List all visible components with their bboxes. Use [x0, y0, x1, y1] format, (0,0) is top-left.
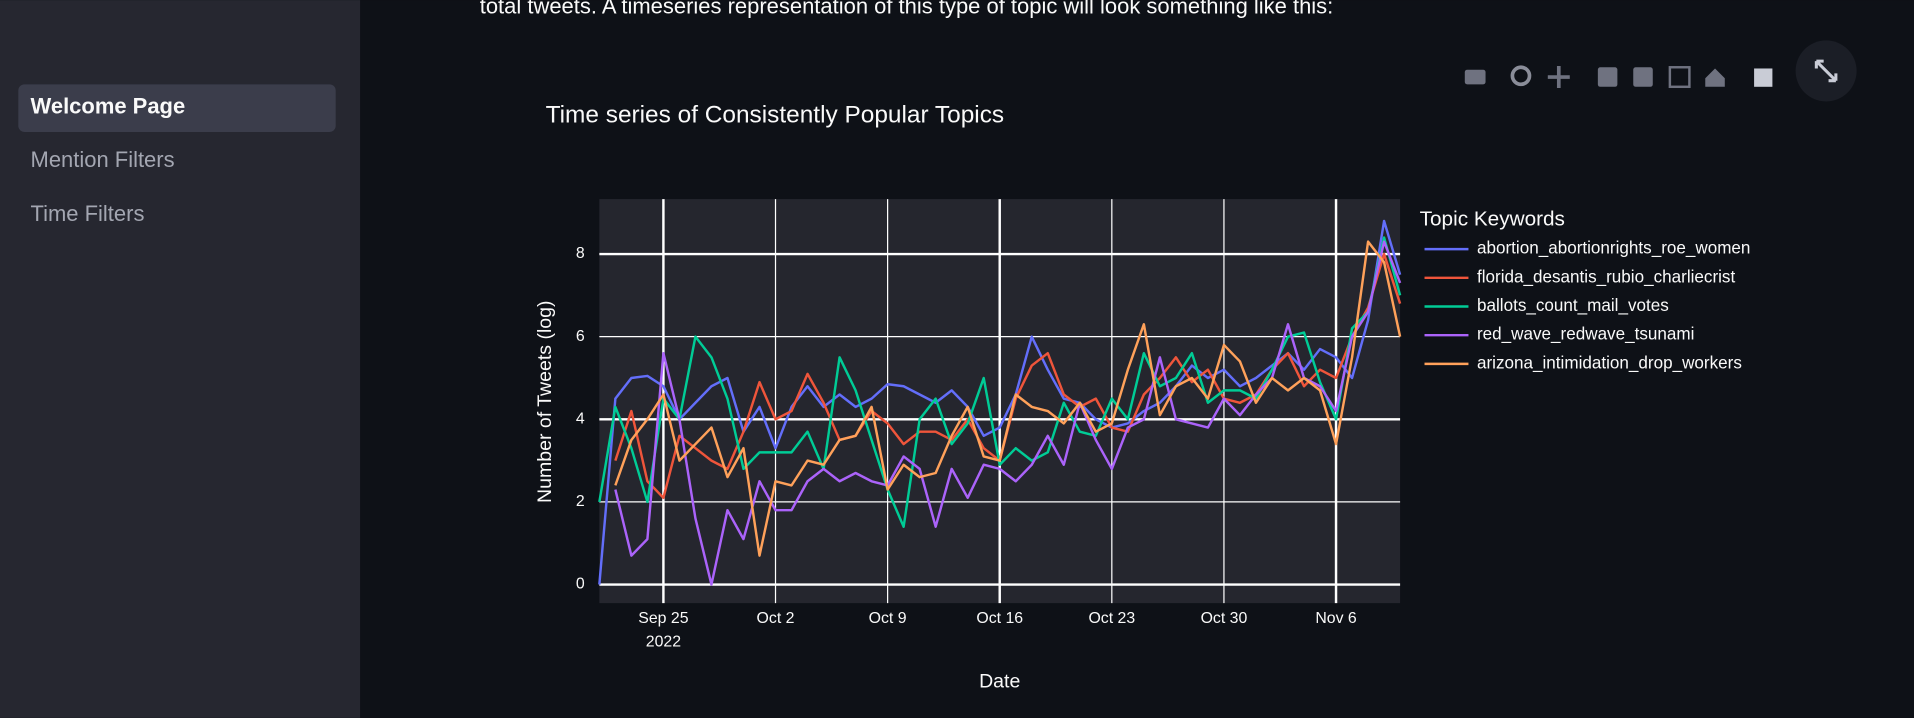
chart-title: Time series of Consistently Popular Topi…: [546, 102, 1005, 129]
x-tick-label: Oct 9: [869, 610, 907, 627]
x-axis-label: Date: [979, 671, 1020, 693]
legend-label: abortion_abortionrights_roe_women: [1477, 239, 1750, 258]
icon-zoom-out[interactable]: [1633, 67, 1653, 87]
chart-toolbar: [1464, 40, 1857, 102]
legend-title: Topic Keywords: [1420, 207, 1565, 230]
y-tick-label: 2: [576, 493, 585, 510]
series-line: [598, 219, 1402, 585]
series-line: [614, 240, 1402, 557]
nav-item[interactable]: Time Filters: [31, 201, 145, 226]
icon-camera[interactable]: [1464, 69, 1486, 85]
nav-highlight: [18, 84, 336, 132]
y-tick-label: 0: [576, 576, 585, 593]
x-tick-label: Oct 2: [757, 610, 795, 627]
x-tick-label: Oct 23: [1088, 610, 1135, 627]
icon-expand: [1814, 59, 1838, 83]
x-tick-label: Oct 30: [1201, 610, 1248, 627]
y-axis-label: Number of Tweets (log): [534, 300, 556, 502]
legend-label: florida_desantis_rubio_charliecrist: [1477, 267, 1735, 286]
icon-pan[interactable]: [1547, 66, 1570, 89]
intro-text: total tweets. A timeseries representatio…: [480, 0, 1334, 18]
nav-item[interactable]: Welcome Page: [31, 93, 186, 118]
x-tick-label: Nov 6: [1315, 610, 1357, 627]
legend-label: ballots_count_mail_votes: [1477, 296, 1669, 315]
legend-label: red_wave_redwave_tsunami: [1477, 325, 1694, 344]
x-tick-year: 2022: [646, 633, 681, 650]
legend-label: arizona_intimidation_drop_workers: [1477, 353, 1742, 372]
series-line: [598, 236, 1402, 528]
nav-item[interactable]: Mention Filters: [31, 147, 175, 172]
y-tick-label: 6: [576, 328, 585, 345]
icon-reset[interactable]: [1705, 68, 1725, 87]
x-tick-label: Oct 16: [976, 610, 1023, 627]
icon-autoscale[interactable]: [1668, 66, 1691, 89]
y-tick-label: 4: [576, 410, 585, 427]
icon-zoom[interactable]: [1510, 65, 1532, 87]
x-tick-label: Sep 25: [638, 610, 688, 627]
y-tick-label: 8: [576, 245, 585, 262]
icon-plotly[interactable]: [1754, 68, 1773, 87]
icon-zoom-in[interactable]: [1597, 67, 1618, 87]
